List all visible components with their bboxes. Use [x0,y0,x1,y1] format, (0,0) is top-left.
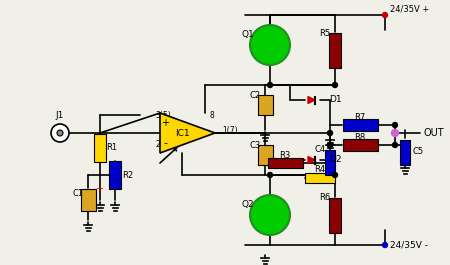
Circle shape [250,25,290,65]
Circle shape [267,173,273,178]
Circle shape [51,124,69,142]
Text: OUT: OUT [423,128,444,138]
Circle shape [382,12,387,17]
Bar [267,158,302,168]
Bar [81,189,95,211]
Bar [109,161,121,189]
Text: R2: R2 [122,170,134,179]
Text: R3: R3 [279,151,291,160]
Text: 1(7): 1(7) [222,126,238,135]
Polygon shape [308,157,315,164]
Text: C3: C3 [249,142,261,151]
Text: D2: D2 [329,156,341,165]
Text: C5: C5 [413,148,423,157]
Text: R1: R1 [107,144,117,152]
Polygon shape [308,96,315,104]
Circle shape [328,130,333,135]
Text: C4: C4 [315,145,325,154]
Circle shape [57,130,63,136]
Text: 24/35V +: 24/35V + [390,5,429,14]
Circle shape [382,242,387,248]
Circle shape [392,130,399,136]
Bar [305,173,335,183]
Text: 3(5): 3(5) [155,111,171,120]
Text: 2(6): 2(6) [155,140,171,149]
Text: 8: 8 [210,111,215,120]
Text: +: + [95,184,103,194]
Circle shape [333,173,338,178]
Circle shape [328,143,333,148]
Bar [329,197,341,232]
Text: J1: J1 [56,111,64,120]
Circle shape [333,82,338,87]
Text: 4: 4 [173,145,178,154]
Text: 24/35V -: 24/35V - [390,241,428,250]
Bar [329,33,341,68]
Circle shape [250,195,290,235]
Text: -: - [163,138,167,148]
Text: R5: R5 [320,29,331,38]
Bar [342,139,378,151]
Bar [325,149,335,174]
Bar [257,145,273,165]
Text: Q2: Q2 [242,201,254,210]
Bar [400,139,410,165]
Circle shape [267,82,273,87]
Text: R7: R7 [355,113,365,121]
Bar [342,119,378,131]
Text: IC1: IC1 [175,129,189,138]
Text: R8: R8 [355,132,365,142]
Circle shape [392,122,397,127]
Text: C1: C1 [72,188,84,197]
Polygon shape [160,113,215,153]
Bar [94,134,106,162]
Circle shape [392,143,397,148]
Text: D1: D1 [328,95,341,104]
Bar [257,95,273,115]
Text: R4: R4 [315,166,325,174]
Text: Q1: Q1 [242,30,254,39]
Text: R6: R6 [320,193,331,202]
Text: +: + [161,118,169,128]
Text: C2: C2 [249,91,261,100]
